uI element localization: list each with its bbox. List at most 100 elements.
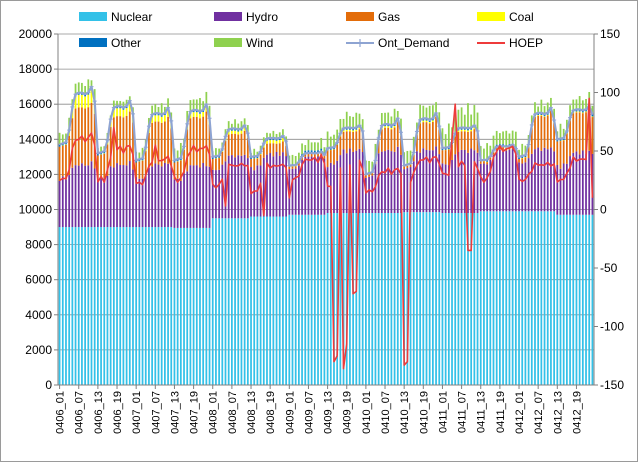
bar-hydro: [470, 148, 473, 214]
bar-gas: [342, 131, 345, 150]
bar-wind: [553, 108, 555, 120]
bar-coal: [349, 129, 351, 132]
legend-label: Hydro: [246, 10, 278, 24]
bar-hydro: [132, 169, 134, 228]
bar-gas: [128, 111, 131, 162]
bar-coal: [189, 113, 192, 119]
bar-nuclear: [365, 213, 367, 385]
bar-coal: [269, 140, 272, 144]
x-tick-label: 0412_19: [572, 391, 584, 434]
bar-nuclear: [313, 214, 316, 385]
bar-hydro: [65, 179, 67, 228]
bar-nuclear: [422, 212, 425, 385]
bar-gas: [250, 158, 252, 168]
bar-nuclear: [409, 212, 412, 385]
bar-hydro: [476, 152, 479, 214]
bar-wind: [463, 114, 466, 128]
bar-wind: [505, 130, 508, 146]
bar-wind: [562, 128, 565, 138]
legend-swatch: [346, 12, 374, 21]
bar-nuclear: [511, 211, 514, 385]
bar-coal: [428, 121, 431, 124]
bar-gas: [428, 123, 431, 151]
bar-gas: [441, 150, 444, 164]
bar-wind: [530, 115, 533, 125]
bar-nuclear: [390, 213, 393, 385]
bar-wind: [141, 147, 144, 159]
bar-nuclear: [215, 218, 217, 385]
bar-gas: [396, 122, 399, 147]
bar-gas: [243, 130, 246, 155]
bar-wind: [282, 129, 284, 136]
bar-nuclear: [173, 227, 176, 385]
bar-gas: [253, 158, 256, 171]
bar-gas: [349, 131, 351, 149]
bar-hydro: [227, 155, 230, 219]
bar-wind: [119, 100, 122, 107]
bar-coal: [432, 120, 434, 122]
bar-wind: [151, 105, 153, 115]
x-tick-label: 0407_13: [170, 391, 182, 434]
bar-nuclear: [349, 213, 351, 385]
bar-nuclear: [58, 227, 61, 385]
bar-wind: [240, 121, 243, 129]
bar-coal: [176, 161, 179, 162]
bar-coal: [358, 127, 361, 130]
bar-hydro: [116, 163, 118, 228]
x-tick-label: 0406_01: [55, 391, 67, 434]
left-tick-label: 0: [45, 378, 52, 392]
bar-wind: [269, 133, 272, 138]
bar-nuclear: [227, 218, 230, 385]
bar-coal: [218, 157, 220, 159]
bar-wind: [546, 102, 549, 113]
bar-wind: [368, 160, 370, 173]
bar-hydro: [84, 165, 86, 228]
bar-hydro: [298, 165, 300, 215]
bar-nuclear: [527, 211, 530, 385]
bar-hydro: [416, 151, 418, 213]
bar-wind: [266, 132, 268, 139]
bar-nuclear: [256, 216, 259, 385]
left-tick-label: 10000: [19, 203, 53, 217]
bar-wind: [514, 131, 517, 147]
bar-nuclear: [444, 213, 447, 385]
bar-nuclear: [339, 213, 342, 385]
bar-wind: [298, 152, 300, 161]
bar-wind: [380, 113, 383, 126]
bar-gas: [432, 121, 434, 151]
bar-hydro: [511, 149, 514, 212]
bar-wind: [199, 98, 201, 112]
bar-hydro: [483, 163, 485, 212]
bar-gas: [61, 145, 64, 177]
bar-coal: [259, 153, 262, 155]
bar-coal: [275, 140, 278, 144]
bar-wind: [237, 123, 240, 130]
bar-hydro: [534, 149, 536, 212]
bar-nuclear: [240, 218, 243, 385]
bar-hydro: [374, 163, 377, 214]
bar-wind: [320, 137, 323, 149]
bar-gas: [135, 162, 138, 178]
bar-gas: [173, 162, 176, 180]
bar-wind: [438, 112, 441, 127]
bar-nuclear: [167, 227, 169, 385]
bar-wind: [195, 99, 198, 111]
x-tick-label: 0411_13: [476, 391, 488, 433]
left-tick-label: 8000: [25, 238, 52, 252]
bar-nuclear: [298, 214, 300, 385]
bar-gas: [138, 161, 141, 179]
bar-coal: [202, 111, 205, 117]
bar-wind: [205, 91, 208, 105]
bar-gas: [483, 160, 485, 164]
bar-wind: [84, 86, 86, 95]
bar-nuclear: [336, 213, 339, 385]
bar-other: [320, 148, 323, 151]
bar-hydro: [211, 169, 214, 219]
bar-coal: [243, 127, 246, 131]
right-tick-label: -50: [600, 261, 618, 275]
bar-coal: [333, 149, 335, 150]
bar-gas: [167, 116, 169, 164]
bar-coal: [521, 157, 524, 159]
bar-hydro: [581, 150, 584, 215]
bar-nuclear: [294, 214, 297, 385]
